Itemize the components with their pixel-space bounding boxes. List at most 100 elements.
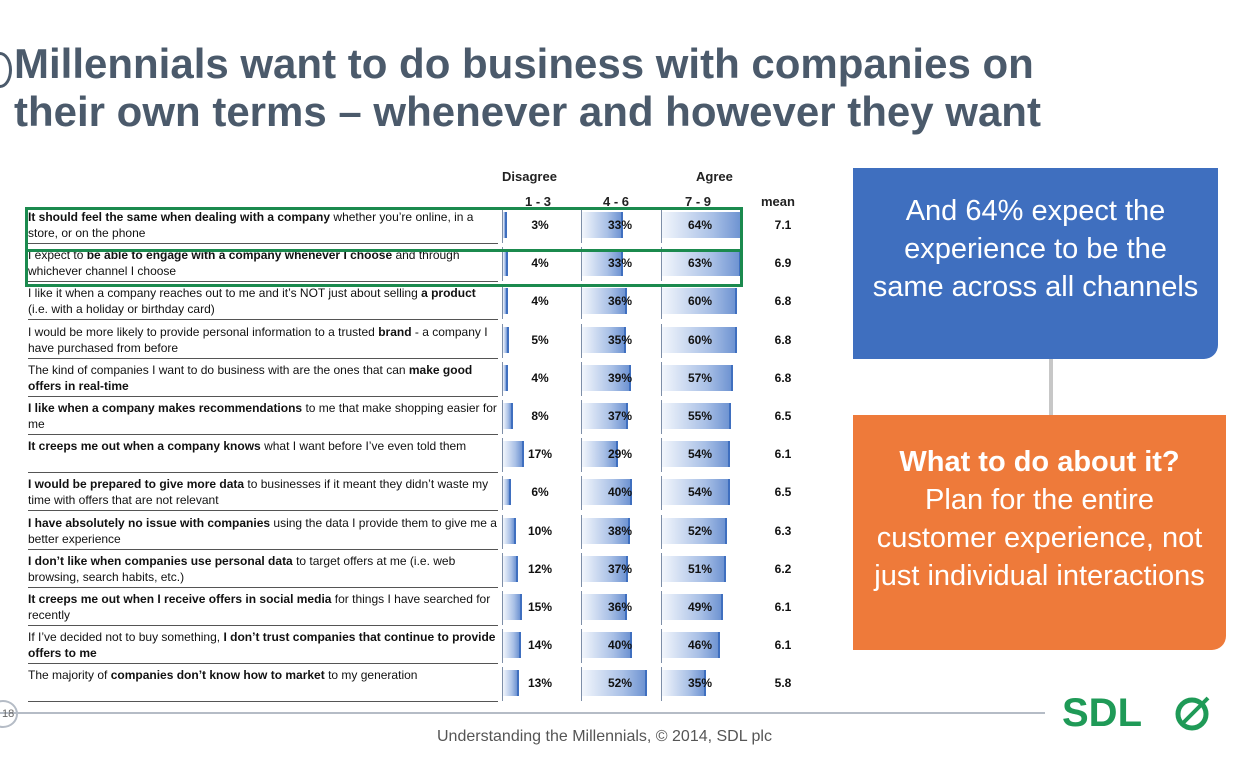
table-row: I like when a company makes recommendati… bbox=[25, 398, 815, 435]
column-axis bbox=[502, 285, 503, 320]
header-mean: mean bbox=[761, 194, 795, 209]
table-row: It should feel the same when dealing wit… bbox=[25, 207, 815, 244]
pct-label-col-2: 29% bbox=[607, 447, 633, 462]
column-axis bbox=[502, 667, 503, 702]
column-axis bbox=[581, 323, 582, 358]
mean-value: 6.1 bbox=[774, 447, 792, 462]
column-axis bbox=[661, 209, 662, 243]
statement-tail: to me that make shopping easier for me bbox=[28, 401, 497, 431]
mean-value: 6.1 bbox=[774, 638, 792, 653]
row-statement: The kind of companies I want to do busin… bbox=[28, 362, 498, 397]
bar-col-1 bbox=[503, 670, 520, 697]
table-row: The kind of companies I want to do busin… bbox=[25, 360, 815, 397]
statement-tail: to my generation bbox=[324, 668, 418, 683]
bar-col-2 bbox=[582, 403, 629, 429]
statement-tail: for things I have searched for recently bbox=[28, 592, 491, 622]
bar-col-1 bbox=[503, 364, 508, 391]
column-axis bbox=[581, 361, 582, 396]
callout-what-to-do-heading: What to do about it? bbox=[899, 446, 1180, 478]
column-axis bbox=[502, 438, 503, 473]
column-axis bbox=[502, 514, 503, 549]
bar-col-3 bbox=[662, 441, 730, 468]
row-statement: It creeps me out when a company knows wh… bbox=[28, 438, 498, 474]
bar-col-3 bbox=[662, 670, 706, 697]
table-row: I have absolutely no issue with companie… bbox=[25, 513, 815, 550]
row-statement: I would be prepared to give more data to… bbox=[28, 476, 498, 512]
pct-label-col-2: 52% bbox=[607, 676, 633, 691]
column-axis bbox=[581, 476, 582, 511]
pct-label-col-2: 39% bbox=[607, 370, 633, 385]
statement-emphasis: I don’t trust companies that continue to… bbox=[28, 630, 496, 661]
header-col-1-3: 1 - 3 bbox=[525, 194, 552, 209]
column-axis bbox=[502, 209, 503, 243]
statement-lead: If I’ve decided not to buy something, bbox=[28, 630, 224, 645]
pct-label-col-2: 36% bbox=[607, 600, 633, 614]
column-axis bbox=[581, 209, 582, 243]
statement-emphasis: I have absolutely no issue with companie… bbox=[28, 515, 271, 530]
sdl-logo: SDL bbox=[1062, 691, 1210, 734]
mean-value: 6.3 bbox=[774, 523, 792, 538]
statement-emphasis: It should feel the same when dealing wit… bbox=[28, 210, 331, 224]
callout-what-to-do-body: Plan for the entire customer experience,… bbox=[874, 484, 1205, 592]
statement-tail: to target offers at me (i.e. web browsin… bbox=[28, 553, 456, 584]
bar-col-3 bbox=[662, 517, 727, 544]
bar-col-1 bbox=[503, 479, 511, 506]
pct-label-col-1: 15% bbox=[527, 600, 553, 614]
column-axis bbox=[581, 552, 582, 587]
table-row: I expect to be able to engage with a com… bbox=[25, 245, 815, 283]
statement-tail: to businesses if it meant they didn’t wa… bbox=[28, 477, 489, 508]
highlight-box bbox=[25, 207, 743, 287]
table-row: I would be prepared to give more data to… bbox=[25, 474, 815, 512]
pct-label-col-3: 64% bbox=[687, 218, 713, 232]
pct-label-col-1: 3% bbox=[531, 218, 549, 232]
mean-value: 7.1 bbox=[774, 218, 792, 232]
mean-value: 6.9 bbox=[774, 256, 792, 271]
pct-label-col-2: 38% bbox=[607, 523, 633, 538]
column-axis bbox=[661, 667, 662, 702]
bar-col-2 bbox=[582, 594, 627, 620]
footer-copyright: Understanding the Millennials, © 2014, S… bbox=[437, 728, 772, 745]
table-row: It creeps me out when I receive offers i… bbox=[25, 589, 815, 626]
pct-label-col-3: 55% bbox=[687, 409, 713, 423]
column-axis bbox=[661, 629, 662, 664]
statement-tail: (i.e. with a holiday or birthday card) bbox=[28, 302, 215, 317]
pct-label-col-2: 40% bbox=[607, 485, 633, 500]
bar-col-1 bbox=[503, 555, 518, 582]
bar-col-2 bbox=[582, 632, 632, 659]
statement-emphasis: I like when a company makes recommendati… bbox=[28, 401, 303, 415]
bar-col-1 bbox=[503, 441, 525, 468]
table-row: The majority of companies don’t know how… bbox=[25, 665, 815, 703]
pct-label-col-2: 35% bbox=[607, 332, 633, 347]
pct-label-col-2: 33% bbox=[607, 218, 633, 232]
bar-col-2 bbox=[582, 326, 626, 353]
mean-value: 6.8 bbox=[774, 332, 792, 347]
column-axis bbox=[502, 629, 503, 664]
pct-label-col-1: 13% bbox=[527, 676, 553, 691]
bar-col-3 bbox=[662, 364, 734, 391]
statement-tail: what I want before I’ve even told them bbox=[260, 439, 467, 454]
header-col-7-9: 7 - 9 bbox=[685, 194, 712, 209]
column-axis bbox=[502, 247, 503, 282]
column-axis bbox=[502, 361, 503, 396]
bar-col-3 bbox=[662, 288, 737, 315]
page-number: 18 bbox=[0, 700, 18, 728]
mean-value: 6.8 bbox=[774, 370, 792, 385]
column-axis bbox=[661, 552, 662, 587]
row-statement: It should feel the same when dealing wit… bbox=[28, 209, 498, 244]
statement-emphasis: companies don’t know how to market bbox=[110, 668, 325, 683]
bar-col-2 bbox=[582, 517, 630, 544]
pct-label-col-1: 6% bbox=[531, 485, 549, 500]
bar-col-1 bbox=[503, 403, 513, 429]
row-statement: I would be more likely to provide person… bbox=[28, 324, 498, 359]
mean-value: 6.5 bbox=[774, 485, 792, 500]
statement-lead: I would be more likely to provide person… bbox=[28, 324, 379, 339]
statement-tail: - a company I have purchased from before bbox=[28, 324, 488, 355]
pct-label-col-3: 60% bbox=[687, 332, 713, 347]
statement-lead: I like it when a company reaches out to … bbox=[28, 286, 422, 301]
column-axis bbox=[581, 247, 582, 282]
row-statement: I don’t like when companies use personal… bbox=[28, 553, 498, 588]
pct-label-col-2: 33% bbox=[607, 256, 633, 271]
bar-col-1 bbox=[503, 632, 521, 659]
column-axis bbox=[502, 476, 503, 511]
callout-what-to-do: What to do about it? Plan for the entire… bbox=[853, 415, 1226, 650]
